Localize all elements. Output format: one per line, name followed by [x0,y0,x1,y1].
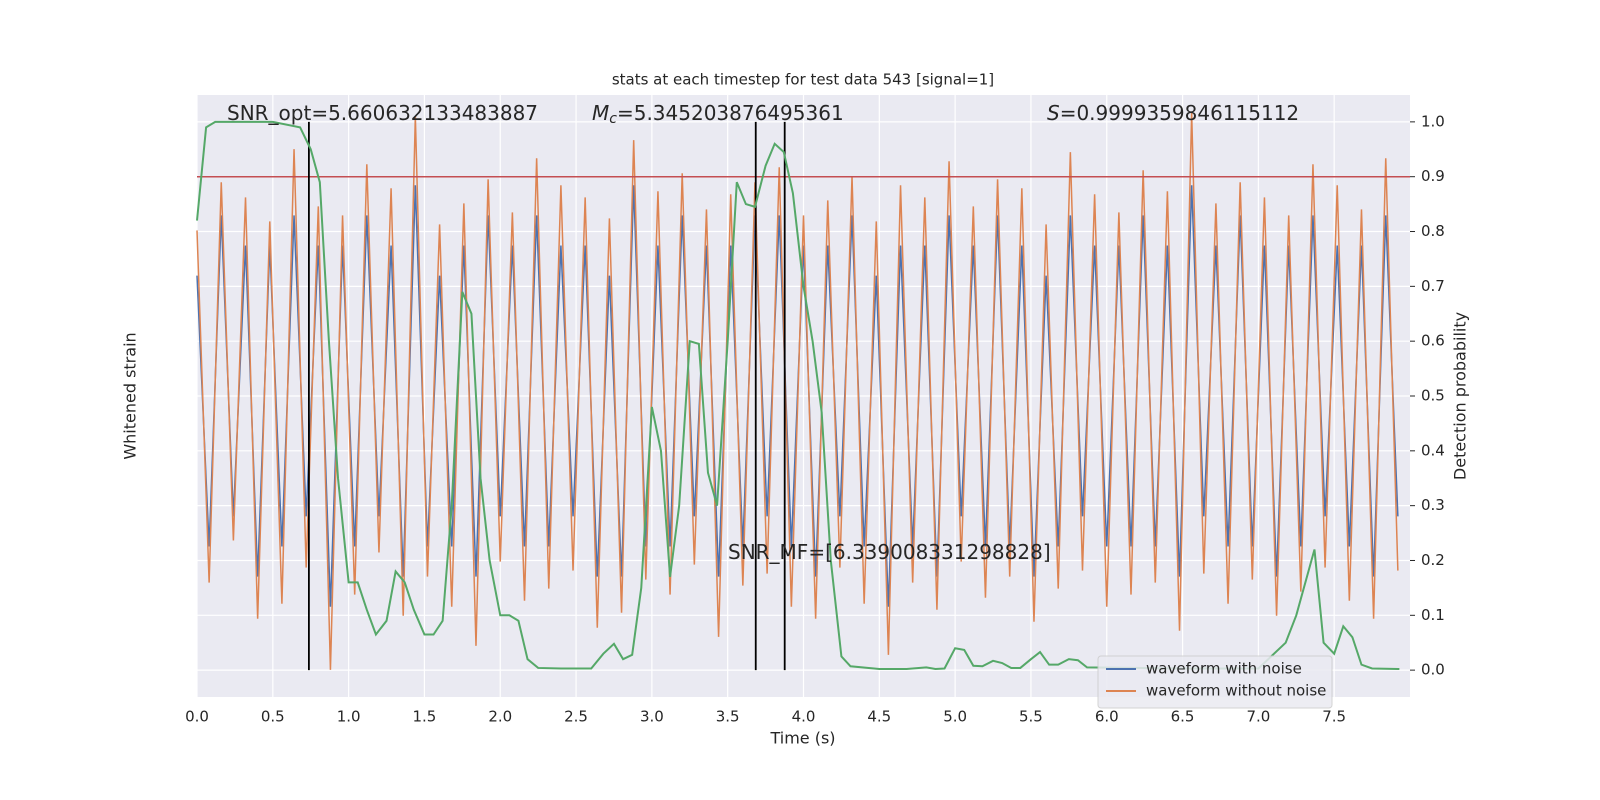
y2-tick-label: 0.8 [1421,222,1445,240]
chart-title: stats at each timestep for test data 543… [612,71,994,89]
annotation-symbol: S [1047,101,1060,125]
annotation-symbol: M [592,101,609,125]
y2-tick-label: 0.9 [1421,167,1445,185]
annotation: S=0.9999359846115112 [1047,101,1299,125]
annotation-text: =5.345203876495361 [617,101,844,125]
y2-tick-label: 0.0 [1421,661,1445,679]
y2-tick-label: 0.1 [1421,606,1445,624]
legend: waveform with noise waveform without nois… [1097,655,1333,709]
legend-label: waveform with noise [1146,660,1302,678]
annotation: SNR_opt=5.660632133483887 [227,101,538,125]
annotation-text: SNR_opt=5.660632133483887 [227,101,538,125]
y2-tick-label: 0.7 [1421,277,1445,295]
annotation-text: =0.9999359846115112 [1060,101,1299,125]
strain-line [196,113,1399,670]
x-tick-label: 4.0 [792,708,816,726]
x-tick-label: 0.0 [185,708,209,726]
y2-tick-label: 0.3 [1421,496,1445,514]
x-tick-label: 7.5 [1322,708,1346,726]
annotation-text: SNR_MF=[6.339008331298828] [728,540,1051,564]
x-tick-label: 1.5 [413,708,437,726]
x-axis-label: Time (s) [769,729,835,748]
y2-tick-label: 0.5 [1421,387,1445,405]
x-tick-label: 3.0 [640,708,664,726]
x-tick-label: 6.5 [1171,708,1195,726]
x-tick-label: 7.0 [1246,708,1270,726]
x-tick-label: 4.5 [867,708,891,726]
probability-line [196,120,1400,671]
y2-tick-label: 0.2 [1421,551,1445,569]
x-tick-label: 2.0 [488,708,512,726]
legend-box [1097,655,1333,709]
x-tick-label: 1.0 [337,708,361,726]
annotation: Mc=5.345203876495361 [592,101,844,128]
annotation-subscript: c [609,111,617,127]
y2-tick-label: 0.6 [1421,332,1445,350]
annotation: SNR_MF=[6.339008331298828] [728,540,1051,564]
x-tick-label: 5.0 [943,708,967,726]
y-axis-label: Whitened strain [121,332,140,459]
y2-tick-label: 1.0 [1421,112,1445,130]
x-tick-label: 6.0 [1095,708,1119,726]
x-tick-label: 3.5 [716,708,740,726]
x-tick-label: 0.5 [261,708,285,726]
legend-label: waveform without noise [1146,682,1326,700]
x-tick-label: 5.5 [1019,708,1043,726]
x-tick-label: 2.5 [564,708,588,726]
y2-tick-label: 0.4 [1421,441,1445,459]
y2-axis-label: Detection probability [1451,312,1470,480]
